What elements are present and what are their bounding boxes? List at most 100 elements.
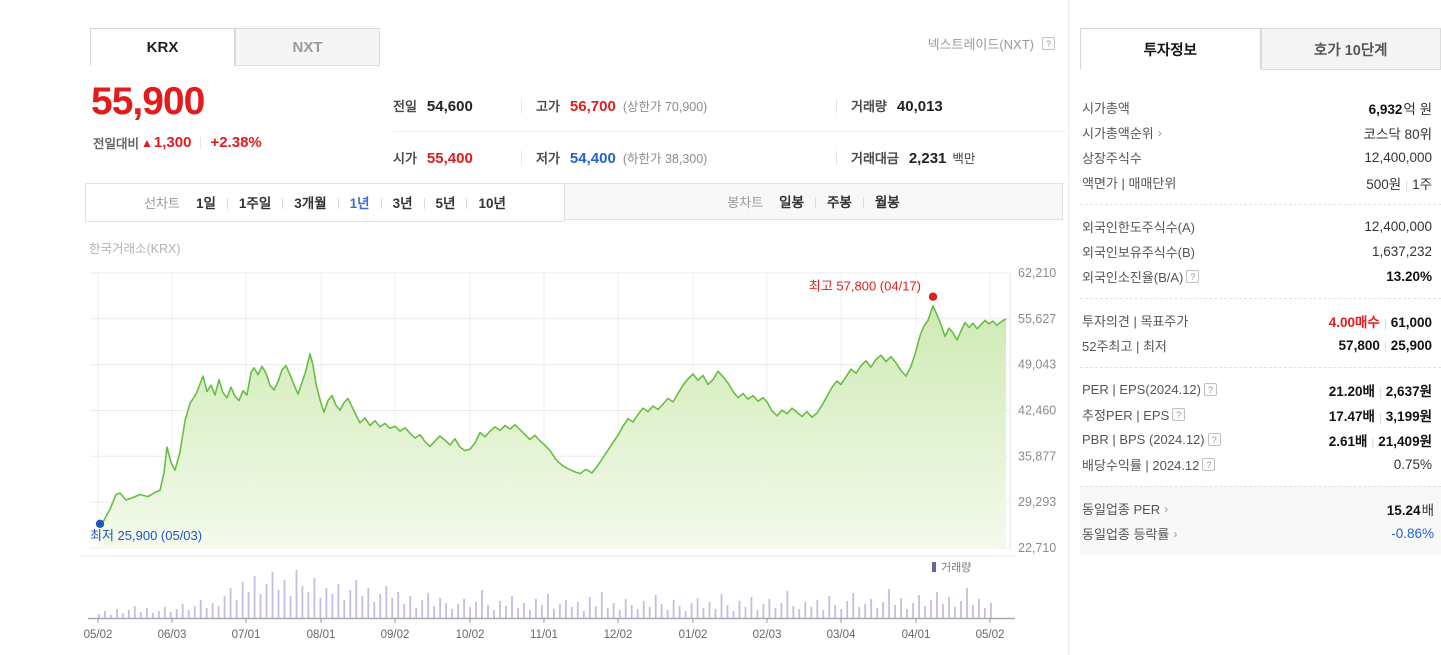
value-part: 61,000: [1390, 314, 1432, 330]
volume-bar: [116, 609, 118, 618]
volume-bar: [205, 608, 208, 618]
candle-option-0[interactable]: 일봉: [779, 195, 805, 210]
info-label: 시가총액: [1082, 101, 1130, 116]
volume-bar: [720, 594, 723, 618]
value-part: 25,900: [1390, 338, 1432, 353]
volume-bar: [660, 604, 663, 618]
help-icon[interactable]: ?: [1042, 37, 1055, 50]
help-icon[interactable]: ?: [1204, 383, 1217, 396]
volume-bar: [541, 605, 543, 618]
volume-bar: [511, 596, 513, 618]
info-section: PER | EPS(2024.12)? 21.20배 | 2,637원 추정PER | …: [1080, 367, 1441, 486]
high-annotation: 최고 57,800 (04/17): [809, 279, 921, 294]
volume-bar: [247, 592, 250, 618]
volume-bar: [888, 589, 890, 618]
volume-bar: [283, 580, 286, 618]
period-option-2[interactable]: 3개월: [294, 196, 327, 211]
volume-bar: [253, 576, 256, 618]
stat-label: 고가: [536, 99, 560, 114]
y-axis-label: 49,043: [1018, 358, 1056, 372]
stat-label: 전일: [393, 99, 417, 114]
info-value: 21.20배 | 2,637원: [1329, 380, 1432, 400]
volume-bar: [133, 606, 136, 618]
volume-bar: [900, 598, 902, 618]
period-option-0[interactable]: 1일: [195, 196, 216, 211]
divider: [282, 198, 284, 209]
change-value: 1,300: [153, 134, 192, 151]
divider: [521, 98, 522, 113]
volume-bar: [822, 610, 825, 618]
volume-bar: [870, 599, 873, 618]
volume-bar: [277, 590, 280, 618]
info-value: 2.61배 | 21,409원: [1329, 430, 1432, 450]
period-option-3[interactable]: 1년: [349, 196, 370, 211]
candle-chart-group-label: 봉차트: [727, 195, 764, 210]
tab-orderbook-10[interactable]: 호가 10단계: [1260, 28, 1441, 70]
volume-bar: [397, 592, 400, 618]
period-option-1[interactable]: 1주일: [238, 196, 272, 211]
value-part: 4.00매수: [1328, 314, 1380, 330]
period-option-6[interactable]: 10년: [478, 196, 506, 211]
candle-option-2[interactable]: 월봉: [874, 195, 900, 210]
volume-bar: [121, 613, 124, 618]
y-axis-label: 62,210: [1018, 266, 1056, 280]
period-option-5[interactable]: 5년: [435, 196, 456, 211]
value-part: 1,637,232: [1371, 244, 1432, 259]
tab-nxt[interactable]: NXT: [235, 28, 380, 66]
stat-extra: (하한가 38,300): [622, 152, 708, 166]
divider: [521, 150, 522, 165]
tab-invest-info[interactable]: 투자정보: [1080, 28, 1261, 70]
info-row: PER | EPS(2024.12)? 21.20배 | 2,637원: [1082, 377, 1432, 402]
x-axis-label: 08/01: [307, 629, 336, 641]
info-value: 57,800 | 25,900: [1339, 338, 1432, 353]
pane-divider: [1068, 0, 1069, 655]
volume-bar: [235, 600, 238, 618]
volume-bar: [882, 602, 884, 618]
value-part: -0.86%: [1391, 526, 1434, 541]
volume-bar: [684, 611, 687, 618]
volume-bar: [391, 598, 394, 618]
value-part: |: [1378, 386, 1382, 399]
candle-option-1[interactable]: 주봉: [827, 195, 852, 210]
volume-bar: [367, 588, 370, 618]
period-option-4[interactable]: 3년: [392, 196, 413, 211]
help-icon[interactable]: ?: [1207, 433, 1221, 446]
line-chart-options: 선차트 1일 1주일 3개월 1년 3년 5년 10년: [85, 183, 565, 222]
daily-stats: 전일 54,600 고가 56,700 (상한가 70,900) 거래량 40,…: [393, 80, 1065, 184]
info-label: 배당수익률 | 2024.12?: [1082, 455, 1216, 474]
volume-bar: [780, 603, 783, 618]
info-label: 52주최고 | 최저: [1082, 339, 1167, 354]
volume-bar: [912, 603, 914, 618]
volume-bar: [385, 586, 388, 618]
candle-chart-options: 봉차트 일봉 주봉 월봉: [565, 184, 1062, 219]
info-row: 외국인보유주식수(B) 1,637,232: [1082, 239, 1432, 264]
info-row: 배당수익률 | 2024.12? 0.75%: [1082, 452, 1432, 477]
volume-bar: [193, 606, 196, 618]
info-label: 상장주식수: [1082, 151, 1142, 166]
volume-bar: [259, 594, 262, 618]
stat-value: 54,600: [426, 98, 473, 115]
volume-bar: [439, 598, 441, 618]
info-section: 외국인한도주식수(A) 12,400,000 외국인보유주식수(B) 1,637,23…: [1080, 204, 1441, 298]
volume-bar: [403, 604, 406, 618]
info-label: 투자의견 | 목표주가: [1082, 314, 1189, 329]
volume-bar: [786, 591, 789, 618]
volume-bar: [966, 588, 968, 618]
info-label: 동일업종 등락률 ›: [1082, 526, 1178, 543]
x-axis-label: 12/02: [604, 629, 633, 641]
help-icon[interactable]: ?: [1172, 408, 1186, 421]
volume-bar: [696, 598, 699, 618]
nextrade-link[interactable]: 넥스트레이드(NXT)?: [928, 34, 1055, 53]
volume-bar: [834, 605, 837, 618]
tab-krx[interactable]: KRX: [90, 28, 235, 66]
help-icon[interactable]: ?: [1202, 458, 1216, 471]
price-chart[interactable]: 62,210 55,627 49,043 42,460 35,877 29,293 22,7…: [80, 262, 1080, 655]
value-part: 6,932: [1368, 101, 1403, 117]
info-value: 12,400,000: [1364, 219, 1432, 234]
low-annotation: 최저 25,900 (05/03): [90, 528, 202, 543]
help-icon[interactable]: ?: [1186, 270, 1200, 283]
value-part: 억 원: [1403, 101, 1432, 117]
stats-row: 전일 54,600 고가 56,700 (상한가 70,900) 거래량 40,…: [393, 80, 1065, 132]
volume-bar: [936, 592, 938, 618]
divider: [226, 198, 228, 209]
